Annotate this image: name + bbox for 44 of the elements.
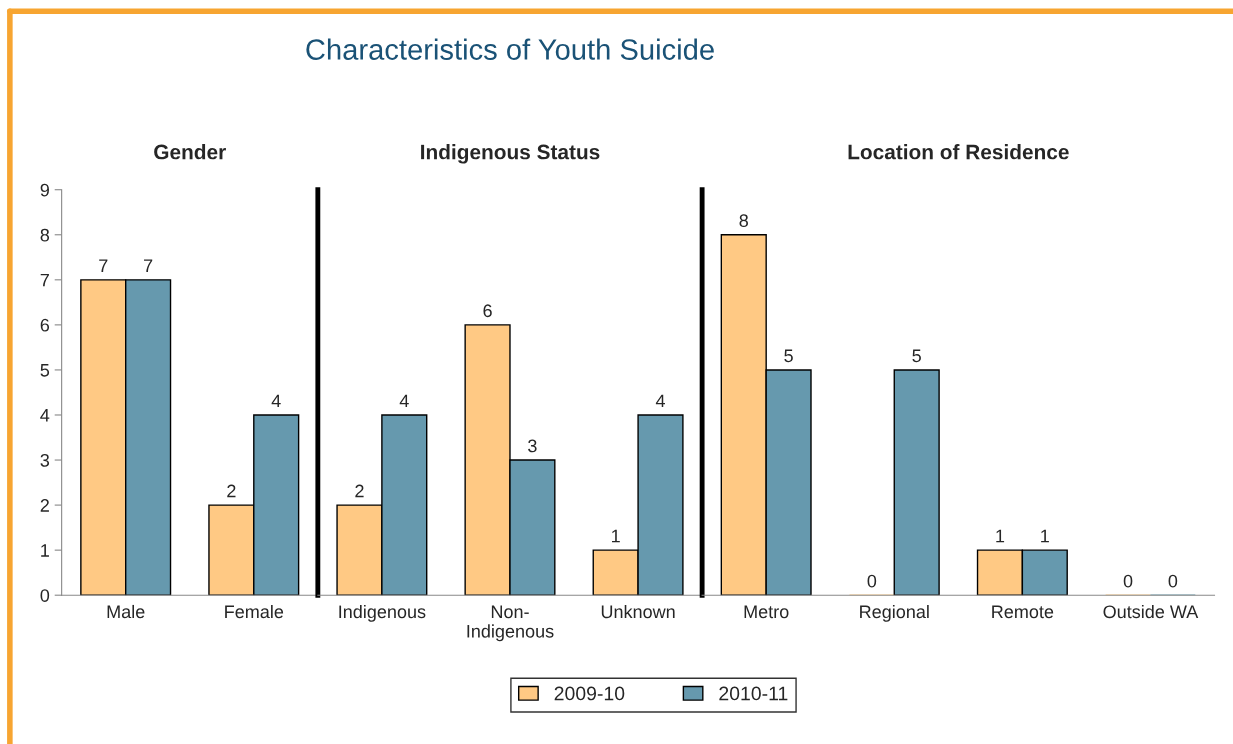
- data-label: 1: [996, 529, 1005, 543]
- data-label: 2: [355, 484, 364, 498]
- chart-title: Characteristics of Youth Suicide: [306, 38, 714, 60]
- x-tick-label: Outside WA: [1103, 604, 1199, 619]
- bar: [893, 369, 940, 596]
- x-tick-label: Metro: [744, 605, 789, 619]
- legend-label: 2009-10: [554, 686, 625, 701]
- data-label: 5: [912, 349, 921, 363]
- y-tick-label: 5: [40, 364, 50, 377]
- chart-subtitle: Gender: [154, 144, 226, 160]
- y-tick-label: 4: [40, 409, 50, 422]
- y-tick-label: 9: [40, 183, 49, 197]
- y-tick-label: 1: [41, 544, 49, 557]
- data-label: 4: [271, 394, 281, 408]
- data-label: 0: [1123, 574, 1133, 588]
- x-tick-label: Male: [107, 604, 145, 619]
- data-label: 0: [867, 574, 877, 588]
- chart-subtitle: Location of Residence: [848, 144, 1069, 160]
- data-label: 4: [399, 394, 409, 408]
- y-tick-label: 7: [40, 273, 49, 287]
- y-tick-label: 6: [40, 318, 50, 332]
- y-tick-label: 8: [40, 228, 50, 242]
- data-label: 6: [483, 304, 492, 318]
- y-tick-label: 3: [40, 453, 50, 467]
- data-label: 1: [1041, 529, 1049, 543]
- data-label: 3: [528, 439, 537, 453]
- x-tick-label: Non- Indigenous: [467, 605, 554, 642]
- data-label: 7: [99, 259, 108, 272]
- x-tick-label: Regional: [860, 604, 929, 622]
- data-label: 0: [1168, 574, 1178, 588]
- data-label: 2: [227, 484, 236, 498]
- y-tick-label: 0: [40, 589, 50, 602]
- data-label: 5: [784, 349, 793, 363]
- data-label: 4: [655, 394, 665, 408]
- y-tick-label: 2: [40, 499, 49, 512]
- chart-subtitle: Indigenous Status: [421, 144, 600, 164]
- x-tick-label: Remote: [992, 605, 1054, 619]
- x-tick-label: Female: [225, 604, 284, 619]
- legend-label: 2010-11: [719, 686, 788, 701]
- data-label: 8: [739, 214, 748, 228]
- data-label: 7: [144, 259, 153, 272]
- x-tick-label: Indigenous: [339, 604, 426, 622]
- x-tick-label: Unknown: [601, 604, 675, 619]
- data-label: 1: [612, 529, 620, 543]
